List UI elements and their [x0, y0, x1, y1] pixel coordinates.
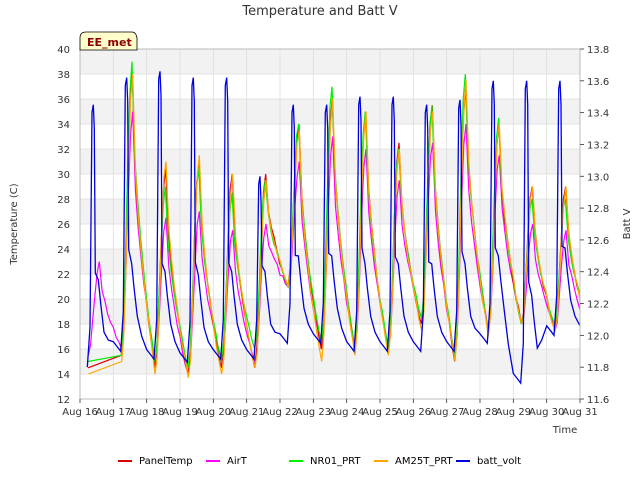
- series-line-batt-volt: [86, 71, 581, 385]
- y-tick-label: 40: [57, 45, 70, 56]
- y2-tick-label: 12.6: [587, 236, 609, 247]
- x-tick-label: Aug 24: [329, 407, 364, 418]
- legend-label-airt: AirT: [227, 456, 248, 467]
- y-tick-label: 18: [57, 320, 70, 331]
- chart-title: Temperature and Batt V: [241, 4, 397, 19]
- y-tick-label: 28: [57, 195, 70, 206]
- background-band: [80, 324, 580, 349]
- x-tick-label: Aug 31: [562, 407, 597, 418]
- series-line-airt: [87, 111, 581, 375]
- y-tick-label: 26: [57, 220, 70, 231]
- legend-label-am25t-prt: AM25T_PRT: [395, 456, 454, 467]
- background-band: [80, 249, 580, 274]
- y2-tick-label: 12.2: [587, 300, 609, 311]
- y2-tick-label: 13.6: [587, 77, 609, 88]
- x-tick-label: Aug 23: [296, 407, 331, 418]
- y-tick-label: 12: [57, 395, 70, 406]
- y2-tick-label: 11.6: [587, 395, 609, 406]
- background-band: [80, 74, 580, 99]
- x-tick-label: Aug 28: [462, 407, 497, 418]
- x-tick-label: Aug 19: [162, 407, 197, 418]
- y2-tick-label: 12.8: [587, 204, 609, 215]
- legend-label-paneltemp: PanelTemp: [139, 456, 193, 467]
- y2-tick-label: 13.0: [587, 172, 609, 183]
- y-tick-label: 22: [57, 270, 70, 281]
- y-axis-title: Temperature (C): [9, 183, 20, 265]
- x-tick-label: Aug 17: [96, 407, 131, 418]
- background-band: [80, 274, 580, 299]
- x-tick-label: Aug 26: [396, 407, 431, 418]
- y-tick-label: 36: [57, 95, 70, 106]
- x-tick-label: Aug 27: [429, 407, 464, 418]
- x-tick-label: Aug 16: [62, 407, 97, 418]
- legend: PanelTemp AirT NR01_PRT AM25T_PRT batt_volt: [118, 456, 521, 467]
- x-tick-label: Aug 30: [529, 407, 564, 418]
- x-tick-label: Aug 25: [362, 407, 397, 418]
- y-tick-label: 14: [57, 370, 70, 381]
- background-band: [80, 299, 580, 324]
- axis-ticks: 12 14 16 18 20 22 24 26 28 30 32 34 36 38 40 11.6 11.8 12…: [57, 45, 609, 418]
- y-tick-label: 32: [57, 145, 70, 156]
- background-band: [80, 49, 580, 74]
- y-tick-label: 38: [57, 70, 70, 81]
- site-badge-box: [79, 31, 138, 51]
- site-badge: EE_met: [79, 31, 138, 51]
- site-badge-label: EE_met: [87, 36, 132, 49]
- y-tick-label: 24: [57, 245, 70, 256]
- y2-tick-label: 11.8: [587, 363, 609, 374]
- y2-tick-label: 12.4: [587, 268, 609, 279]
- y2-axis-title: Batt V: [622, 208, 633, 239]
- y2-tick-label: 13.4: [587, 109, 609, 120]
- x-axis-title: Time: [552, 425, 577, 436]
- background-band: [80, 349, 580, 374]
- y-tick-label: 34: [57, 120, 70, 131]
- y2-tick-label: 13.2: [587, 140, 609, 151]
- x-tick-label: Aug 18: [129, 407, 164, 418]
- x-tick-label: Aug 20: [196, 407, 231, 418]
- y2-tick-label: 12.0: [587, 331, 609, 342]
- x-tick-label: Aug 21: [229, 407, 264, 418]
- plot-frame: [79, 48, 581, 400]
- x-tick-label: Aug 29: [496, 407, 531, 418]
- legend-label-batt-volt: batt_volt: [477, 456, 521, 467]
- legend-label-nr01-prt: NR01_PRT: [310, 456, 361, 467]
- y-tick-label: 16: [57, 345, 70, 356]
- x-tick-label: Aug 22: [262, 407, 297, 418]
- background-band: [80, 374, 580, 399]
- y-tick-label: 20: [57, 295, 70, 306]
- y-tick-label: 30: [57, 170, 70, 181]
- y2-tick-label: 13.8: [587, 45, 609, 56]
- series-lines: [86, 61, 581, 385]
